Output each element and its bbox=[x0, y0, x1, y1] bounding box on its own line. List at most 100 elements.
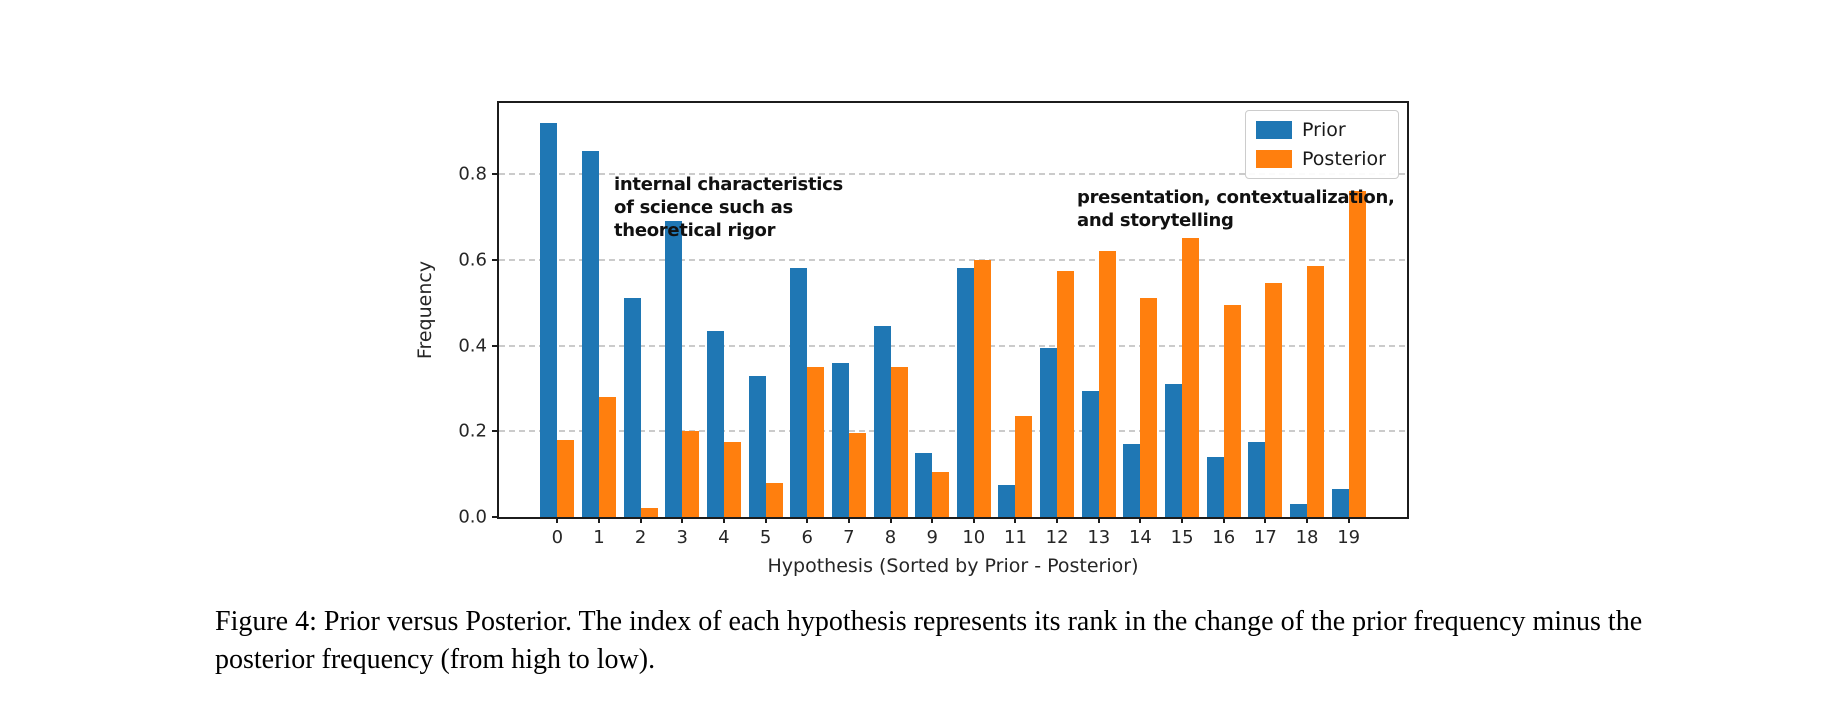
x-tick-6 bbox=[806, 517, 809, 523]
x-axis-label: Hypothesis (Sorted by Prior - Posterior) bbox=[767, 555, 1139, 577]
y-tick-label-0.0: 0.0 bbox=[458, 506, 487, 528]
y-tick-label-0.2: 0.2 bbox=[458, 420, 487, 442]
y-tick-0.8 bbox=[492, 173, 498, 176]
x-tick-label-4: 4 bbox=[718, 527, 730, 548]
bar-prior-4 bbox=[706, 331, 724, 517]
x-tick-label-10: 10 bbox=[962, 527, 986, 548]
bar-posterior-13 bbox=[1098, 251, 1116, 517]
annotation-internal-characteristics: internal characteristics of science such… bbox=[614, 174, 843, 241]
y-tick-0.0 bbox=[492, 516, 498, 518]
x-tick-label-9: 9 bbox=[926, 527, 938, 548]
y-tick-0.6 bbox=[492, 258, 498, 261]
bar-posterior-16 bbox=[1223, 305, 1241, 517]
legend-row-prior: Prior bbox=[1256, 119, 1386, 141]
bar-prior-15 bbox=[1165, 384, 1183, 517]
x-tick-14 bbox=[1139, 517, 1142, 523]
bar-prior-19 bbox=[1331, 489, 1349, 517]
x-tick-12 bbox=[1056, 517, 1059, 523]
bar-posterior-4 bbox=[723, 442, 741, 517]
bar-prior-1 bbox=[581, 151, 599, 517]
x-tick-label-17: 17 bbox=[1253, 527, 1277, 548]
bar-prior-10 bbox=[956, 268, 974, 517]
x-tick-18 bbox=[1306, 517, 1309, 523]
x-tick-5 bbox=[764, 517, 767, 523]
bar-prior-2 bbox=[623, 298, 641, 517]
bar-posterior-11 bbox=[1015, 416, 1033, 517]
x-tick-2 bbox=[639, 517, 642, 523]
x-tick-label-13: 13 bbox=[1087, 527, 1111, 548]
bar-posterior-10 bbox=[973, 260, 991, 517]
x-tick-1 bbox=[597, 517, 600, 523]
x-tick-3 bbox=[681, 517, 684, 523]
x-tick-label-2: 2 bbox=[634, 527, 647, 548]
bar-prior-13 bbox=[1081, 391, 1099, 517]
x-tick-0 bbox=[556, 517, 559, 523]
bar-posterior-15 bbox=[1182, 238, 1200, 517]
x-tick-label-7: 7 bbox=[843, 527, 855, 548]
x-tick-15 bbox=[1181, 517, 1184, 523]
y-axis-label: Frequency bbox=[414, 260, 436, 360]
x-tick-label-3: 3 bbox=[676, 527, 688, 548]
y-axis-label-wrap: Frequency bbox=[414, 103, 436, 517]
bar-prior-9 bbox=[915, 453, 933, 517]
x-tick-label-14: 14 bbox=[1128, 527, 1152, 548]
gridline-0.2 bbox=[499, 430, 1407, 433]
legend-row-posterior: Posterior bbox=[1256, 148, 1386, 170]
annotation-presentation-storytelling: presentation, contextualization, and sto… bbox=[1077, 187, 1395, 231]
gridline-0.4 bbox=[499, 344, 1407, 347]
bar-prior-14 bbox=[1123, 444, 1141, 517]
bar-posterior-12 bbox=[1057, 271, 1075, 517]
legend-label-prior: Prior bbox=[1302, 119, 1346, 141]
figure-caption: Figure 4: Prior versus Posterior. The in… bbox=[215, 606, 1643, 675]
x-tick-label-0: 0 bbox=[551, 527, 564, 548]
bar-posterior-3 bbox=[682, 431, 700, 517]
x-tick-label-5: 5 bbox=[759, 527, 772, 548]
bar-prior-11 bbox=[998, 485, 1016, 517]
bar-prior-12 bbox=[1040, 348, 1058, 517]
plot-area: Frequency Hypothesis (Sorted by Prior - … bbox=[414, 101, 1409, 577]
x-tick-label-6: 6 bbox=[801, 527, 813, 548]
bar-posterior-0 bbox=[557, 440, 575, 517]
bar-prior-8 bbox=[873, 326, 891, 517]
x-tick-label-19: 19 bbox=[1337, 527, 1361, 548]
x-tick-label-1: 1 bbox=[593, 527, 605, 548]
x-tick-13 bbox=[1097, 517, 1100, 523]
x-tick-11 bbox=[1014, 517, 1017, 523]
x-tick-17 bbox=[1264, 517, 1267, 523]
bar-posterior-18 bbox=[1307, 266, 1325, 517]
x-tick-label-15: 15 bbox=[1170, 527, 1194, 548]
bar-posterior-9 bbox=[932, 472, 950, 517]
x-tick-19 bbox=[1347, 517, 1350, 523]
bar-posterior-1 bbox=[598, 397, 616, 517]
x-tick-label-12: 12 bbox=[1045, 527, 1069, 548]
bar-posterior-6 bbox=[807, 367, 825, 517]
bar-posterior-7 bbox=[848, 433, 866, 517]
bar-prior-0 bbox=[540, 123, 558, 517]
bar-prior-7 bbox=[831, 363, 849, 517]
x-tick-label-11: 11 bbox=[1004, 527, 1027, 548]
x-tick-10 bbox=[972, 517, 975, 523]
y-tick-0.4 bbox=[492, 344, 498, 347]
bar-posterior-14 bbox=[1140, 298, 1158, 517]
legend-swatch-prior bbox=[1256, 121, 1293, 139]
x-tick-label-18: 18 bbox=[1295, 527, 1319, 548]
x-tick-4 bbox=[722, 517, 725, 523]
y-tick-label-0.4: 0.4 bbox=[458, 335, 487, 357]
bar-posterior-17 bbox=[1265, 283, 1283, 517]
x-tick-9 bbox=[931, 517, 934, 523]
bar-prior-16 bbox=[1206, 457, 1224, 517]
x-tick-8 bbox=[889, 517, 892, 523]
gridline-0.6 bbox=[499, 258, 1407, 261]
y-tick-label-0.6: 0.6 bbox=[458, 249, 487, 271]
bar-prior-18 bbox=[1290, 504, 1308, 517]
y-tick-label-0.8: 0.8 bbox=[458, 163, 487, 185]
bar-posterior-2 bbox=[640, 508, 658, 517]
x-tick-7 bbox=[847, 517, 850, 523]
bar-posterior-19 bbox=[1348, 191, 1366, 517]
bar-prior-5 bbox=[748, 376, 766, 517]
gridline-0.8 bbox=[499, 173, 1407, 176]
bar-prior-6 bbox=[790, 268, 808, 517]
x-tick-16 bbox=[1222, 517, 1225, 523]
x-tick-label-8: 8 bbox=[884, 527, 897, 548]
